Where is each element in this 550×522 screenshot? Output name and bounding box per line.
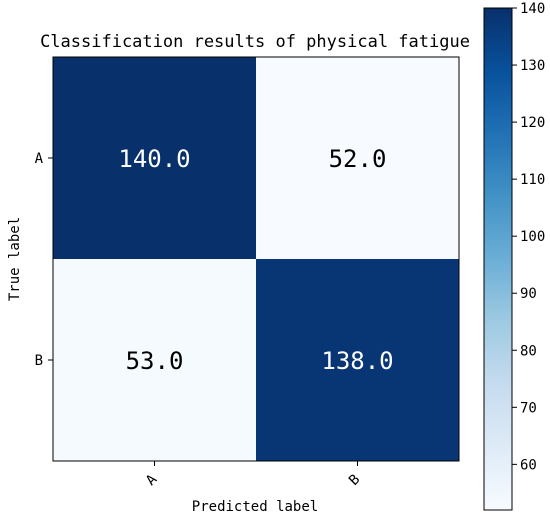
cell-labels: 140.0 52.0 53.0 138.0: [118, 145, 393, 375]
chart-title: Classification results of physical fatig…: [40, 32, 470, 52]
x-axis-label: Predicted label: [192, 499, 318, 515]
colorbar-tick-label: 130: [520, 58, 545, 74]
heatmap-cell-A-B: [256, 57, 459, 259]
colorbar-tick-label: 140: [520, 1, 545, 17]
cell-value-label: 140.0: [118, 145, 190, 173]
colorbar-tick-label: 100: [520, 229, 545, 245]
heatmap-cells: [53, 57, 459, 461]
colorbar-tick-label: 60: [520, 457, 537, 473]
colorbar-tick-label: 120: [520, 115, 545, 131]
colorbar-tick-label: 80: [520, 343, 537, 359]
cell-value-label: 52.0: [329, 145, 387, 173]
y-axis-ticks: AB: [35, 151, 53, 369]
cell-value-label: 138.0: [321, 347, 393, 375]
heatmap-cell-B-A: [53, 259, 256, 461]
plot-frame: [52, 56, 460, 462]
cell-value-label: 53.0: [126, 347, 184, 375]
y-tick-label: A: [35, 151, 44, 167]
heatmap-cell-B-B: [256, 259, 459, 461]
heatmap-cell-A-A: [53, 57, 256, 259]
y-axis-label: True label: [7, 217, 23, 301]
y-tick-label: B: [35, 353, 43, 369]
colorbar-tick-label: 110: [520, 172, 545, 188]
colorbar-tick-label: 90: [520, 286, 537, 302]
colorbar: [483, 7, 513, 511]
colorbar-tick-label: 70: [520, 400, 537, 416]
colorbar-ticks: 60 70 80 90 100 110 120 130 140: [512, 1, 545, 473]
